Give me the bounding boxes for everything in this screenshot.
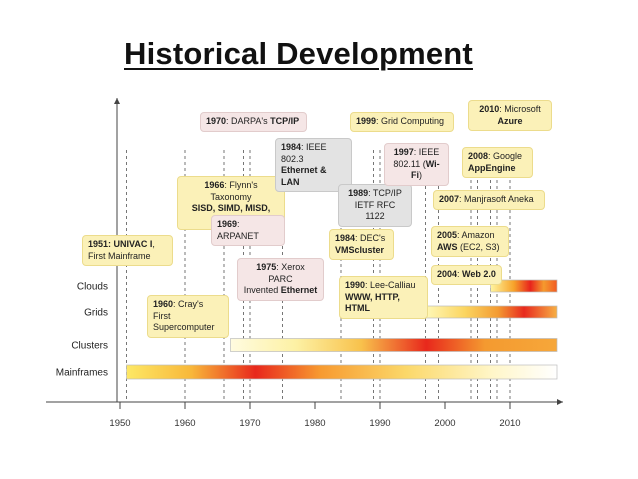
event-1984a: 1984: IEEE 802.3 Ethernet & LAN [275, 138, 352, 192]
event-text: Ethernet & LAN [281, 165, 327, 187]
event-text: : Cray's First [153, 299, 204, 321]
event-text: 1975 [256, 262, 277, 272]
event-text: ) [419, 170, 422, 180]
event-text: 1997 [393, 147, 414, 157]
event-text: Azure [497, 115, 523, 126]
event-2007: 2007: Manjrasoft Aneka [433, 190, 545, 210]
event-text: 1984 [335, 233, 356, 243]
event-text: AppEngine [468, 162, 516, 173]
bar-clouds [490, 279, 558, 293]
event-text: 1999 [356, 116, 377, 126]
event-text: 1960 [153, 299, 174, 309]
tick-label-1950: 1950 [109, 418, 130, 429]
event-2005: 2005: Amazon AWS (EC2, S3) [431, 226, 509, 257]
event-text: : Amazon [457, 230, 495, 240]
event-text: : Manjrasoft Aneka [459, 194, 534, 204]
event-1984b: 1984: DEC's VMScluster [329, 229, 394, 260]
x-axis-ticks: 1950 1960 1970 1980 1990 2000 2010 [109, 402, 521, 429]
event-text: Invented [243, 285, 281, 295]
event-text: : Lee-Calliau [365, 280, 416, 290]
tick-label-1980: 1980 [304, 418, 325, 429]
row-label-mainframes: Mainframes [56, 368, 108, 379]
row-label-clusters: Clusters [71, 341, 108, 352]
event-2010: 2010: Microsoft Azure [468, 100, 552, 131]
event-text: IETF RFC 1122 [354, 199, 396, 222]
event-text: : IEEE 802.3 [281, 142, 327, 164]
event-text: : DARPA's [226, 116, 271, 126]
event-text: : Microsoft [499, 104, 541, 114]
event-text: 2005 [437, 230, 458, 240]
event-2004: 2004: Web 2.0 [431, 265, 502, 285]
event-1997: 1997: IEEE 802.11 (Wi-Fi) [384, 143, 449, 186]
event-text: : DEC's [355, 233, 386, 243]
event-1990: 1990: Lee-Calliau WWW, HTTP, HTML [339, 276, 428, 319]
event-text: Wi-Fi [411, 158, 440, 181]
event-text: 1966 [204, 180, 225, 190]
event-text: 1989 [348, 188, 369, 198]
tick-label-2000: 2000 [434, 418, 455, 429]
tick-label-1970: 1970 [239, 418, 260, 429]
event-text: Ethernet [280, 285, 318, 295]
row-label-grids: Grids [84, 308, 108, 319]
event-text: : Grid Computing [376, 116, 445, 126]
event-1970: 1970: DARPA's TCP/IP [200, 112, 307, 132]
event-1969: 1969: ARPANET [211, 215, 285, 246]
event-text: 2008 [468, 151, 489, 161]
event-text: 2007 [439, 194, 460, 204]
event-text: 1990 [345, 280, 366, 290]
event-text: 1970 [206, 116, 227, 126]
event-text: : [457, 269, 463, 279]
event-text: TCP/IP [270, 116, 300, 126]
event-text: : IEEE [413, 147, 440, 157]
event-text: 2004 [437, 269, 458, 279]
event-text: Supercomputer [153, 322, 215, 332]
bar-grids [425, 305, 558, 319]
event-text: VMScluster [335, 244, 385, 255]
event-text: , [152, 239, 155, 249]
page-title: Historical Development [124, 36, 473, 71]
event-text: 1984 [281, 142, 302, 152]
event-text: AWS [437, 241, 458, 252]
event-1989: 1989: TCP/IP IETF RFC 1122 [338, 184, 412, 227]
event-text: : Xerox PARC [268, 262, 305, 284]
event-1960: 1960: Cray's First Supercomputer [147, 295, 229, 338]
era-bars [126, 279, 558, 380]
bar-mainframes [126, 364, 558, 380]
row-labels: Clouds Grids Clusters Mainframes [56, 282, 108, 379]
event-text: : ARPANET [217, 219, 259, 241]
event-1975: 1975: Xerox PARC Invented Ethernet [237, 258, 324, 301]
bar-clusters [230, 338, 558, 352]
event-text: 802.11 ( [393, 158, 426, 169]
event-text: : Flynn's Taxonomy [210, 180, 258, 202]
event-text: First Mainframe [88, 250, 151, 261]
x-axis-arrow [557, 399, 563, 405]
event-text: 1969 [217, 219, 238, 229]
event-text: 2010 [479, 104, 500, 114]
tick-label-1990: 1990 [369, 418, 390, 429]
event-text: : Google [488, 151, 523, 161]
event-text: (EC2, S3) [457, 241, 500, 252]
row-label-clouds: Clouds [77, 282, 108, 293]
event-1999: 1999: Grid Computing [350, 112, 454, 132]
event-text: WWW, HTTP, HTML [345, 291, 400, 314]
event-text: Web 2.0 [462, 269, 496, 279]
event-text: : TCP/IP [368, 188, 402, 198]
tick-label-1960: 1960 [174, 418, 195, 429]
event-2008: 2008: Google AppEngine [462, 147, 533, 178]
tick-label-2010: 2010 [499, 418, 520, 429]
event-text: 1951: UNIVAC I [88, 239, 153, 249]
event-1951: 1951: UNIVAC I, First Mainframe [82, 235, 173, 266]
y-axis-arrow [114, 98, 120, 104]
